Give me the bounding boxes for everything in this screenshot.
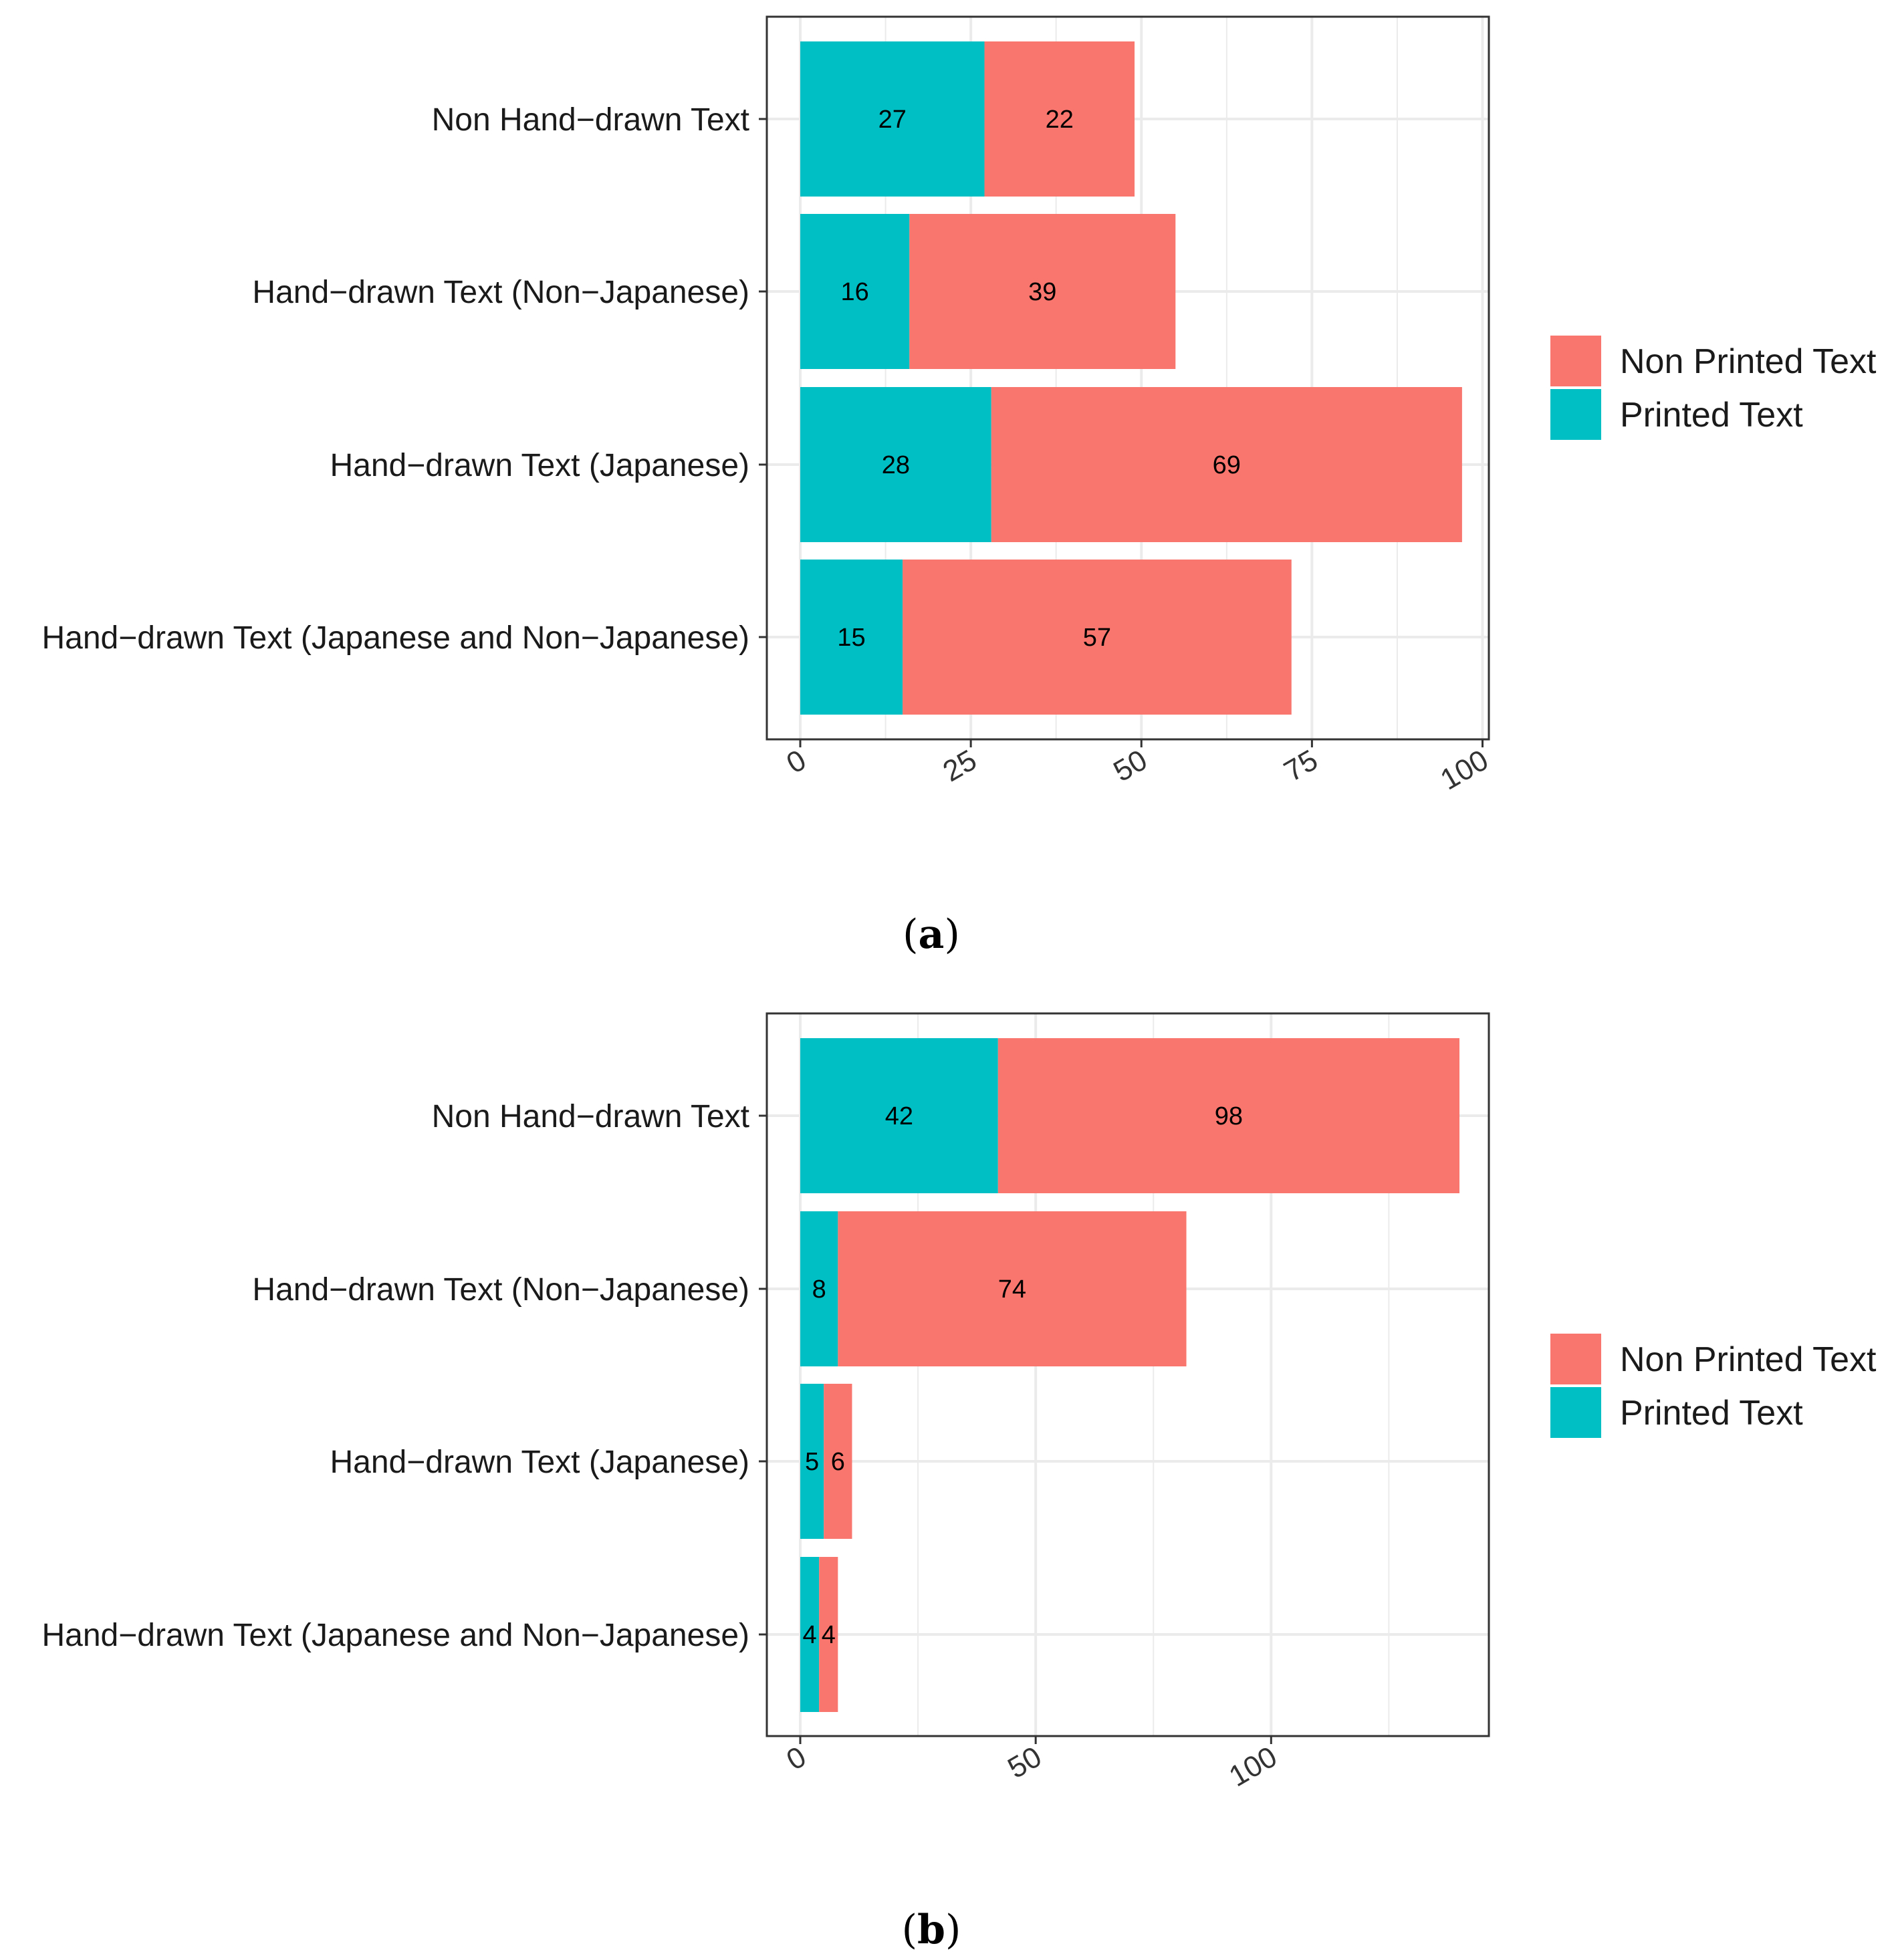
panel-border bbox=[765, 1012, 1490, 1737]
caption-b: (b) bbox=[902, 1907, 961, 1953]
bar-printed bbox=[800, 387, 991, 542]
data-label: 16 bbox=[840, 278, 868, 306]
bar-non-printed bbox=[824, 1384, 852, 1539]
data-label: 57 bbox=[1083, 624, 1111, 652]
data-label: 98 bbox=[1215, 1102, 1243, 1130]
data-label: 42 bbox=[885, 1102, 913, 1130]
x-tick-label: 25 bbox=[937, 743, 982, 788]
category-label: Hand−drawn Text (Japanese and Non−Japane… bbox=[41, 1618, 749, 1653]
category-label: Non Hand−drawn Text bbox=[432, 102, 749, 138]
bar-non-printed bbox=[819, 1557, 838, 1712]
data-label: 15 bbox=[837, 624, 865, 652]
bar-non-printed bbox=[838, 1211, 1187, 1366]
legend-label: Non Printed Text bbox=[1620, 342, 1877, 381]
panel-border bbox=[765, 15, 1490, 741]
bar-printed bbox=[800, 1038, 998, 1193]
bar-printed bbox=[800, 1557, 820, 1712]
x-tick-label: 100 bbox=[1435, 743, 1494, 796]
data-label: 69 bbox=[1213, 451, 1241, 479]
data-label: 27 bbox=[878, 106, 907, 134]
bar-printed bbox=[800, 1384, 824, 1539]
data-label: 22 bbox=[1046, 106, 1074, 134]
category-label: Hand−drawn Text (Japanese and Non−Japane… bbox=[41, 620, 749, 656]
chart-a: 27 22 16 39 28 69 15 57 Non Hand−drawn Text Hand−… bbox=[41, 15, 1494, 796]
legend-swatch-non-printed bbox=[1550, 1334, 1601, 1384]
x-tick-label: 0 bbox=[781, 1740, 812, 1777]
x-tick-label: 0 bbox=[781, 743, 812, 780]
bar-non-printed bbox=[991, 387, 1462, 542]
category-label: Hand−drawn Text (Japanese) bbox=[330, 448, 750, 483]
bar-printed bbox=[800, 214, 910, 369]
x-tick-label: 50 bbox=[1002, 1740, 1047, 1785]
category-label: Hand−drawn Text (Japanese) bbox=[330, 1445, 750, 1480]
legend-swatch-printed bbox=[1550, 1387, 1601, 1438]
category-label: Non Hand−drawn Text bbox=[432, 1099, 749, 1134]
legend-swatch-printed bbox=[1550, 389, 1601, 440]
bar-printed bbox=[800, 41, 985, 197]
legend-label: Non Printed Text bbox=[1620, 1340, 1877, 1379]
data-label: 6 bbox=[831, 1448, 845, 1476]
bar-printed bbox=[800, 560, 903, 715]
legend-a: Non Printed Text Printed Text bbox=[1550, 336, 1877, 440]
category-label: Hand−drawn Text (Non−Japanese) bbox=[252, 275, 749, 310]
x-tick-label: 100 bbox=[1223, 1740, 1282, 1793]
legend-label: Printed Text bbox=[1620, 1394, 1803, 1433]
category-label: Hand−drawn Text (Non−Japanese) bbox=[252, 1272, 749, 1308]
chart-b: 42 98 8 74 5 6 4 4 Non Hand−drawn Text Hand−drawn… bbox=[41, 1012, 1490, 1793]
bar-non-printed bbox=[903, 560, 1292, 715]
caption-a: (a) bbox=[903, 911, 960, 958]
bar-printed bbox=[800, 1211, 838, 1366]
data-label: 5 bbox=[805, 1448, 819, 1476]
legend-label: Printed Text bbox=[1620, 396, 1803, 435]
legend-swatch-non-printed bbox=[1550, 336, 1601, 386]
x-tick-label: 50 bbox=[1108, 743, 1153, 788]
bar-non-printed bbox=[997, 1038, 1460, 1193]
data-label: 28 bbox=[882, 451, 910, 479]
data-label: 8 bbox=[812, 1275, 826, 1304]
data-label: 4 bbox=[822, 1621, 836, 1649]
bar-non-printed bbox=[909, 214, 1176, 369]
data-label: 74 bbox=[998, 1275, 1026, 1304]
bar-non-printed bbox=[984, 41, 1135, 197]
x-tick-label: 75 bbox=[1278, 743, 1323, 788]
data-label: 39 bbox=[1028, 278, 1056, 306]
data-label: 4 bbox=[803, 1621, 817, 1649]
legend-b: Non Printed Text Printed Text bbox=[1550, 1334, 1877, 1438]
